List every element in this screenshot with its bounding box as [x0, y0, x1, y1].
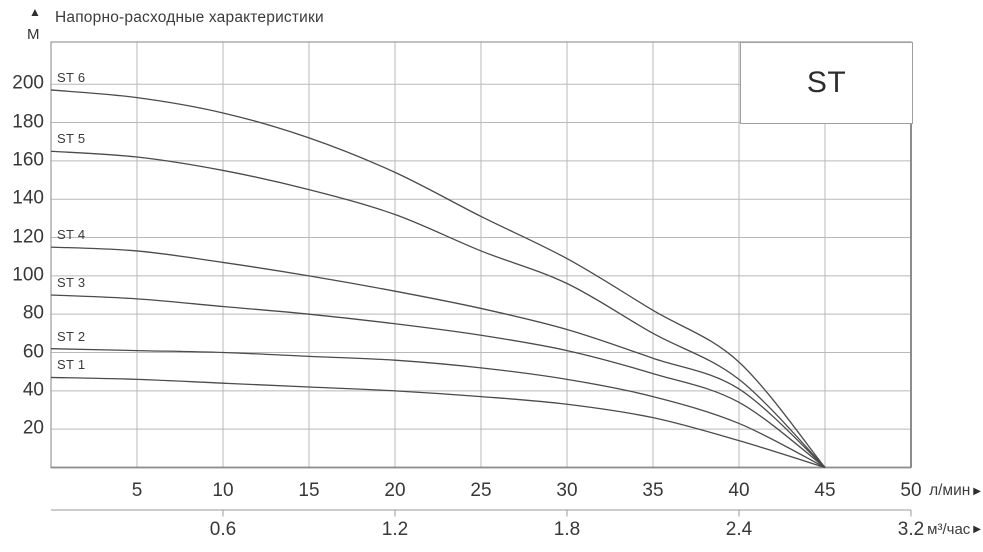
series-family-label: ST — [806, 66, 847, 99]
pump-curves — [50, 89, 826, 469]
series-family-badge: ST — [740, 42, 913, 124]
secondary-x-axis — [51, 509, 912, 517]
curve-st-5 — [50, 150, 826, 468]
curve-st-6 — [50, 89, 826, 468]
grid-lines — [51, 42, 911, 468]
curve-st-4 — [50, 246, 826, 468]
curve-st-3 — [50, 294, 826, 469]
curve-st-2 — [50, 348, 826, 469]
curve-st-1 — [50, 376, 826, 469]
